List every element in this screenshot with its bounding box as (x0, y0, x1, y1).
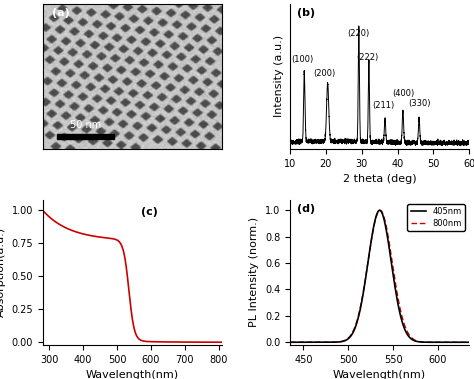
405nm (296, 340, 302, 345)
800nm (296, 340, 302, 345)
405nm (461, 340, 467, 345)
800nm (461, 340, 467, 345)
Text: (200): (200) (313, 69, 335, 78)
Text: (220): (220) (348, 29, 370, 38)
Text: (100): (100) (292, 55, 314, 64)
405nm (377, 208, 383, 213)
800nm (370, 232, 375, 236)
Text: (a): (a) (52, 8, 69, 18)
Text: (400): (400) (392, 89, 414, 98)
405nm (428, 340, 434, 345)
405nm (461, 340, 467, 345)
Y-axis label: Absorption(a.u.): Absorption(a.u.) (0, 227, 6, 317)
800nm (374, 212, 380, 216)
Line: 800nm: 800nm (290, 210, 469, 342)
800nm (377, 208, 383, 213)
Text: (b): (b) (297, 8, 315, 18)
800nm (428, 340, 434, 345)
X-axis label: Wavelength(nm): Wavelength(nm) (333, 370, 426, 379)
Text: (330): (330) (408, 99, 430, 108)
Text: 50 nm: 50 nm (70, 120, 101, 130)
800nm (461, 340, 467, 345)
800nm (466, 340, 472, 345)
405nm (370, 231, 375, 236)
X-axis label: Wavelength(nm): Wavelength(nm) (86, 370, 179, 379)
Text: (222): (222) (356, 53, 378, 62)
405nm (374, 211, 380, 216)
405nm (287, 340, 293, 345)
Text: (d): (d) (297, 204, 315, 214)
Text: (211): (211) (372, 101, 394, 110)
Text: (c): (c) (141, 207, 158, 217)
Y-axis label: Intensity (a.u.): Intensity (a.u.) (274, 35, 284, 117)
800nm (287, 340, 293, 345)
X-axis label: 2 theta (deg): 2 theta (deg) (343, 174, 417, 184)
Bar (57, 135, 114, 139)
405nm (466, 340, 472, 345)
Line: 405nm: 405nm (290, 210, 469, 342)
Y-axis label: PL Intensity (norm.): PL Intensity (norm.) (249, 217, 259, 327)
Legend: 405nm, 800nm: 405nm, 800nm (407, 204, 465, 231)
